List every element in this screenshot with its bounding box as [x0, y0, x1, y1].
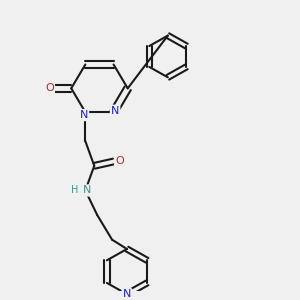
Text: O: O: [115, 157, 124, 166]
Text: N: N: [123, 289, 131, 299]
Text: H: H: [71, 185, 79, 195]
Text: O: O: [45, 83, 54, 93]
Text: N: N: [80, 110, 88, 120]
Text: N: N: [111, 106, 119, 116]
Text: N: N: [83, 185, 91, 195]
